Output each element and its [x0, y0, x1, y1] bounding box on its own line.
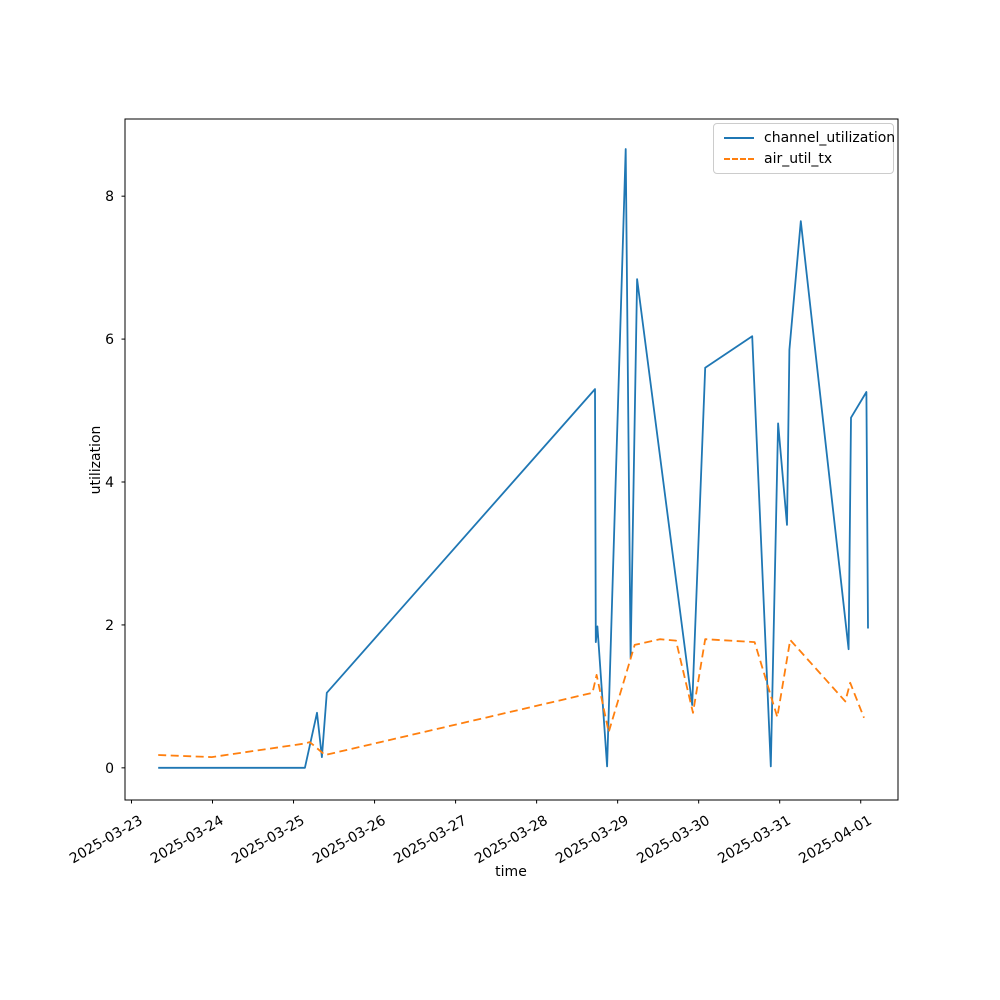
x-axis-label: time — [495, 864, 527, 880]
x-tick-label: 2025-03-24 — [148, 813, 227, 868]
x-tick-label: 2025-04-01 — [796, 813, 874, 868]
legend-line-sample-dashed — [724, 157, 754, 160]
plot-border — [124, 118, 899, 801]
legend-line-sample-solid — [724, 137, 754, 140]
x-tick-label: 2025-03-27 — [391, 813, 469, 868]
y-tick-label: 0 — [105, 761, 114, 777]
y-tick-label: 6 — [105, 332, 114, 348]
y-tick-label: 8 — [105, 189, 114, 205]
x-tick-label: 2025-03-29 — [553, 813, 631, 868]
x-tick-label: 2025-03-28 — [472, 813, 550, 868]
x-tick-label: 2025-03-31 — [715, 813, 793, 868]
x-tick-label: 2025-03-23 — [67, 813, 145, 868]
x-tick-label: 2025-03-25 — [229, 813, 307, 868]
legend-item-channel-utilization: channel_utilization — [724, 130, 895, 146]
legend-label-channel-utilization: channel_utilization — [764, 130, 896, 147]
legend-label-air-util-tx: air_util_tx — [764, 150, 833, 167]
x-tick-label: 2025-03-26 — [310, 813, 389, 868]
x-tick-label: 2025-03-30 — [634, 813, 712, 868]
legend-item-air-util-tx: air_util_tx — [724, 151, 883, 167]
y-tick-label: 2 — [105, 618, 114, 634]
y-axis-label: utilization — [88, 425, 104, 495]
series-line-channel_utilization — [158, 148, 869, 769]
legend: channel_utilization air_util_tx — [713, 123, 895, 174]
y-tick-label: 4 — [105, 475, 114, 491]
series-line-air_util_tx — [158, 638, 865, 758]
